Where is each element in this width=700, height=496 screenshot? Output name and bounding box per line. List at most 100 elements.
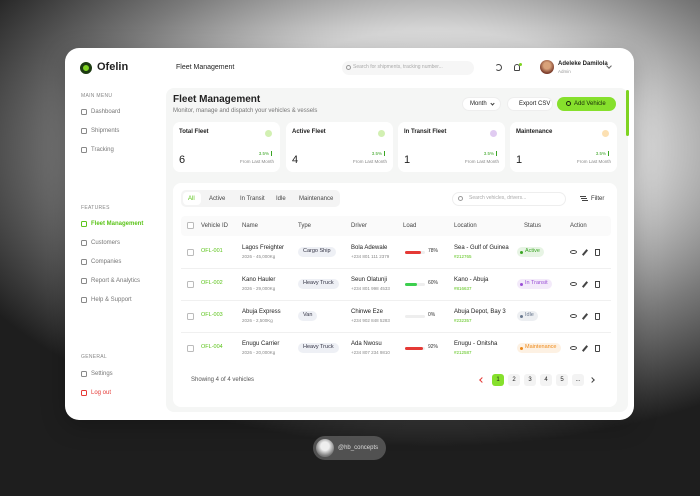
menu-item[interactable]: Customers [91, 239, 121, 246]
stat-change: 3.5% [595, 150, 606, 156]
menu-item[interactable]: Companies [91, 258, 122, 265]
delete-icon[interactable] [595, 281, 600, 288]
button[interactable] [462, 97, 501, 111]
page-button[interactable] [508, 374, 520, 386]
page-button[interactable] [572, 374, 584, 386]
menu-icon [81, 147, 87, 153]
checkbox[interactable] [187, 280, 194, 288]
driver-name: Ada Nwosu [351, 340, 382, 347]
driver-phone: +234 801 998 4533 [351, 285, 390, 291]
menu-item[interactable]: Dashboard [91, 108, 121, 115]
status-dot [520, 347, 523, 350]
stat-label: Total Fleet [179, 128, 209, 135]
page-number: ... [575, 376, 581, 383]
search-icon [346, 65, 351, 70]
view-icon[interactable] [570, 346, 577, 350]
vehicle-name: Kano Hauler [242, 276, 276, 283]
menu-icon [81, 278, 87, 284]
button[interactable] [507, 97, 553, 111]
menu-item[interactable]: Shipments [91, 127, 120, 134]
status-pill: In Transit [517, 278, 552, 289]
stat-card [173, 122, 280, 172]
menu-icon [81, 390, 87, 396]
tabs [181, 190, 340, 207]
page-number: 2 [512, 376, 516, 383]
type-chip: Van [298, 310, 318, 321]
stat-icon [378, 130, 385, 137]
checkbox[interactable] [187, 344, 194, 352]
delete-icon[interactable] [595, 313, 600, 320]
checkbox[interactable] [187, 248, 194, 256]
button-label: Add Vehicle [574, 100, 606, 107]
status-dot [520, 315, 523, 318]
column-header: Vehicle ID [201, 222, 229, 229]
menu-item[interactable]: Fleet Management [91, 220, 144, 227]
row-divider [181, 332, 611, 333]
menu-item[interactable]: Report & Analytics [91, 277, 141, 284]
page-title: Fleet Management [173, 93, 261, 105]
header-row [181, 216, 611, 236]
stat-label: In Transit Fleet [404, 128, 447, 135]
page-number: 3 [528, 376, 532, 383]
view-icon[interactable] [570, 314, 577, 318]
vehicle-id[interactable]: OFL-003 [201, 311, 223, 318]
up-arrow [496, 151, 497, 156]
tab[interactable]: Active [209, 195, 226, 202]
button-label: Export CSV [519, 100, 551, 107]
menu-icon [81, 371, 87, 377]
stat-note: From Last Month [352, 158, 387, 164]
vehicle-name: Abuja Express [242, 308, 281, 315]
stat-value: 1 [516, 153, 523, 166]
search-box[interactable] [342, 61, 474, 75]
load-bar [405, 282, 417, 286]
column-header: Load [403, 222, 417, 229]
driver-name: Chinwe Eze [351, 308, 384, 315]
stat-icon [602, 130, 609, 137]
button[interactable] [557, 97, 616, 111]
stat-icon [490, 130, 497, 137]
avatar [540, 60, 554, 74]
table-search-placeholder: Search vehicles, drivers... [469, 195, 527, 202]
page-number: 4 [544, 376, 548, 383]
theme-icon[interactable] [495, 64, 502, 71]
load-label: 78% [428, 248, 439, 255]
tab[interactable]: Maintenance [299, 195, 334, 202]
checkbox[interactable] [187, 312, 194, 320]
stat-card [286, 122, 393, 172]
tab[interactable]: Idle [276, 195, 286, 202]
bell-icon[interactable] [514, 64, 520, 71]
header-title: Fleet Management [176, 64, 235, 72]
vehicle-id[interactable]: OFL-001 [201, 247, 223, 254]
delete-icon[interactable] [595, 345, 600, 352]
page-number: 5 [560, 376, 564, 383]
vehicle-id[interactable]: OFL-002 [201, 279, 223, 286]
vehicle-spec: 2026 - 20,000Kg [242, 349, 276, 355]
vehicle-spec: 2026 - 45,000Kg [242, 253, 276, 259]
tab[interactable]: In Transit [240, 195, 265, 202]
menu-icon [81, 297, 87, 303]
page-button[interactable] [524, 374, 536, 386]
page-button[interactable] [556, 374, 568, 386]
column-header: Driver [351, 222, 367, 229]
menu-icon [81, 221, 87, 227]
page-button[interactable] [540, 374, 552, 386]
view-icon[interactable] [570, 282, 577, 286]
stat-value: 6 [179, 153, 186, 166]
load-bar [405, 250, 421, 254]
delete-icon[interactable] [595, 249, 600, 256]
credit-avatar [316, 439, 334, 457]
tab[interactable]: All [188, 195, 195, 202]
menu-item[interactable]: Log out [91, 389, 112, 396]
stat-value: 1 [404, 153, 411, 166]
menu-item[interactable]: Help & Support [91, 296, 132, 303]
checkbox[interactable] [187, 222, 194, 229]
plus-icon [566, 101, 571, 106]
table-search[interactable] [452, 192, 566, 206]
page-button[interactable] [492, 374, 504, 386]
menu-item[interactable]: Settings [91, 370, 113, 377]
view-icon[interactable] [570, 250, 577, 254]
filter[interactable]: Filter [591, 195, 605, 202]
vehicle-id[interactable]: OFL-004 [201, 343, 223, 350]
menu-item[interactable]: Tracking [91, 146, 114, 153]
bell-dot [519, 63, 522, 66]
